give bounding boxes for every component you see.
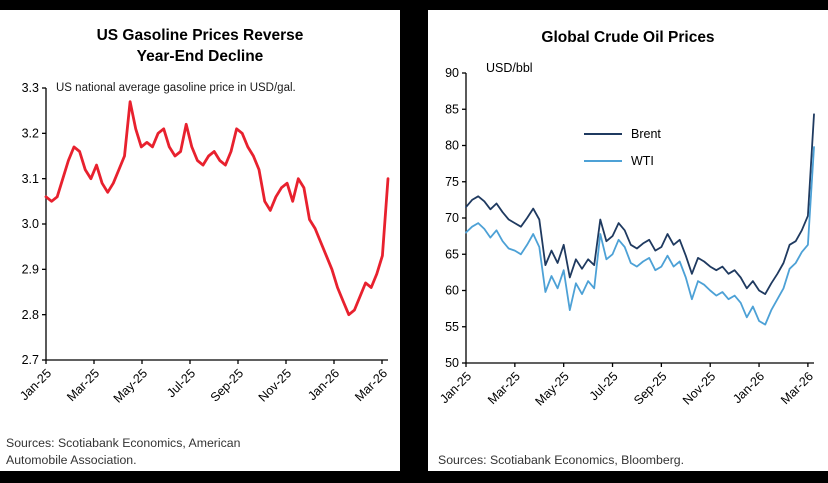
report-page: { "page": { "background": "#000000", "pa… xyxy=(0,0,828,483)
svg-text:Sep-25: Sep-25 xyxy=(631,369,669,407)
svg-text:Mar-25: Mar-25 xyxy=(64,366,102,404)
wti-line-swatch xyxy=(584,160,622,162)
svg-text:2.7: 2.7 xyxy=(22,353,39,367)
svg-text:75: 75 xyxy=(445,175,459,189)
usd-bbl-axis-label: USD/bbl xyxy=(486,61,533,75)
svg-text:Sep-25: Sep-25 xyxy=(208,366,246,404)
svg-text:Jan-26: Jan-26 xyxy=(305,366,342,403)
svg-text:Mar-26: Mar-26 xyxy=(352,366,390,404)
left-chart-title: US Gasoline Prices Reverse Year-End Decli… xyxy=(6,26,394,68)
crude-oil-price-chart: 50 55 60 65 70 75 80 85 90 Jan-25 Mar-25May-25 Jul-… xyxy=(428,61,828,427)
left-chart-sources: Sources: Scotiabank Economics, American … xyxy=(6,435,296,469)
legend-row-brent: Brent xyxy=(584,127,661,141)
gasoline-chart-area: US national average gasoline price in US… xyxy=(0,74,400,424)
svg-text:2.9: 2.9 xyxy=(22,262,39,276)
svg-text:3.0: 3.0 xyxy=(22,217,39,231)
svg-text:65: 65 xyxy=(445,247,459,261)
svg-text:3.3: 3.3 xyxy=(22,81,39,95)
crude-oil-chart-area: USD/bbl Brent WTI 50 55 60 65 70 75 80 85 90 Jan-… xyxy=(428,61,828,427)
svg-text:Mar-25: Mar-25 xyxy=(485,369,523,407)
svg-text:Jan-25: Jan-25 xyxy=(17,366,54,403)
svg-text:50: 50 xyxy=(445,356,459,370)
right-chart-title: Global Crude Oil Prices xyxy=(434,28,822,49)
svg-text:Jul-25: Jul-25 xyxy=(587,369,621,403)
svg-text:Mar-26: Mar-26 xyxy=(778,369,816,407)
brent-legend-label: Brent xyxy=(631,127,661,141)
svg-text:May-25: May-25 xyxy=(532,369,571,408)
svg-text:Nov-25: Nov-25 xyxy=(680,369,718,407)
svg-text:90: 90 xyxy=(445,66,459,80)
brent-line-swatch xyxy=(584,133,622,135)
crude-oil-chart-panel: Global Crude Oil Prices USD/bbl Brent WT… xyxy=(428,10,828,471)
wti-legend-label: WTI xyxy=(631,154,654,168)
right-chart-sources: Sources: Scotiabank Economics, Bloomberg… xyxy=(438,452,684,469)
gasoline-chart-panel: US Gasoline Prices Reverse Year-End Decli… xyxy=(0,10,400,471)
svg-text:85: 85 xyxy=(445,102,459,116)
left-chart-title-line1: US Gasoline Prices Reverse xyxy=(97,27,304,44)
svg-text:Jan-25: Jan-25 xyxy=(437,369,474,406)
svg-text:60: 60 xyxy=(445,284,459,298)
left-chart-title-line2: Year-End Decline xyxy=(137,48,264,65)
svg-text:3.1: 3.1 xyxy=(22,172,39,186)
svg-text:55: 55 xyxy=(445,320,459,334)
legend-row-wti: WTI xyxy=(584,154,661,168)
gasoline-annotation: US national average gasoline price in US… xyxy=(56,82,296,94)
oil-price-legend: Brent WTI xyxy=(584,127,661,168)
svg-text:3.2: 3.2 xyxy=(22,126,39,140)
svg-text:80: 80 xyxy=(445,139,459,153)
svg-text:70: 70 xyxy=(445,211,459,225)
svg-text:Jul-25: Jul-25 xyxy=(164,366,198,400)
svg-text:May-25: May-25 xyxy=(111,366,150,405)
gasoline-price-chart: 2.7 2.8 2.9 3.0 3.1 3.2 3.3 Jan-25 Mar-25May-25 J… xyxy=(0,74,400,424)
svg-text:Jan-26: Jan-26 xyxy=(730,369,767,406)
svg-text:Nov-25: Nov-25 xyxy=(256,366,294,404)
svg-text:2.8: 2.8 xyxy=(22,308,39,322)
